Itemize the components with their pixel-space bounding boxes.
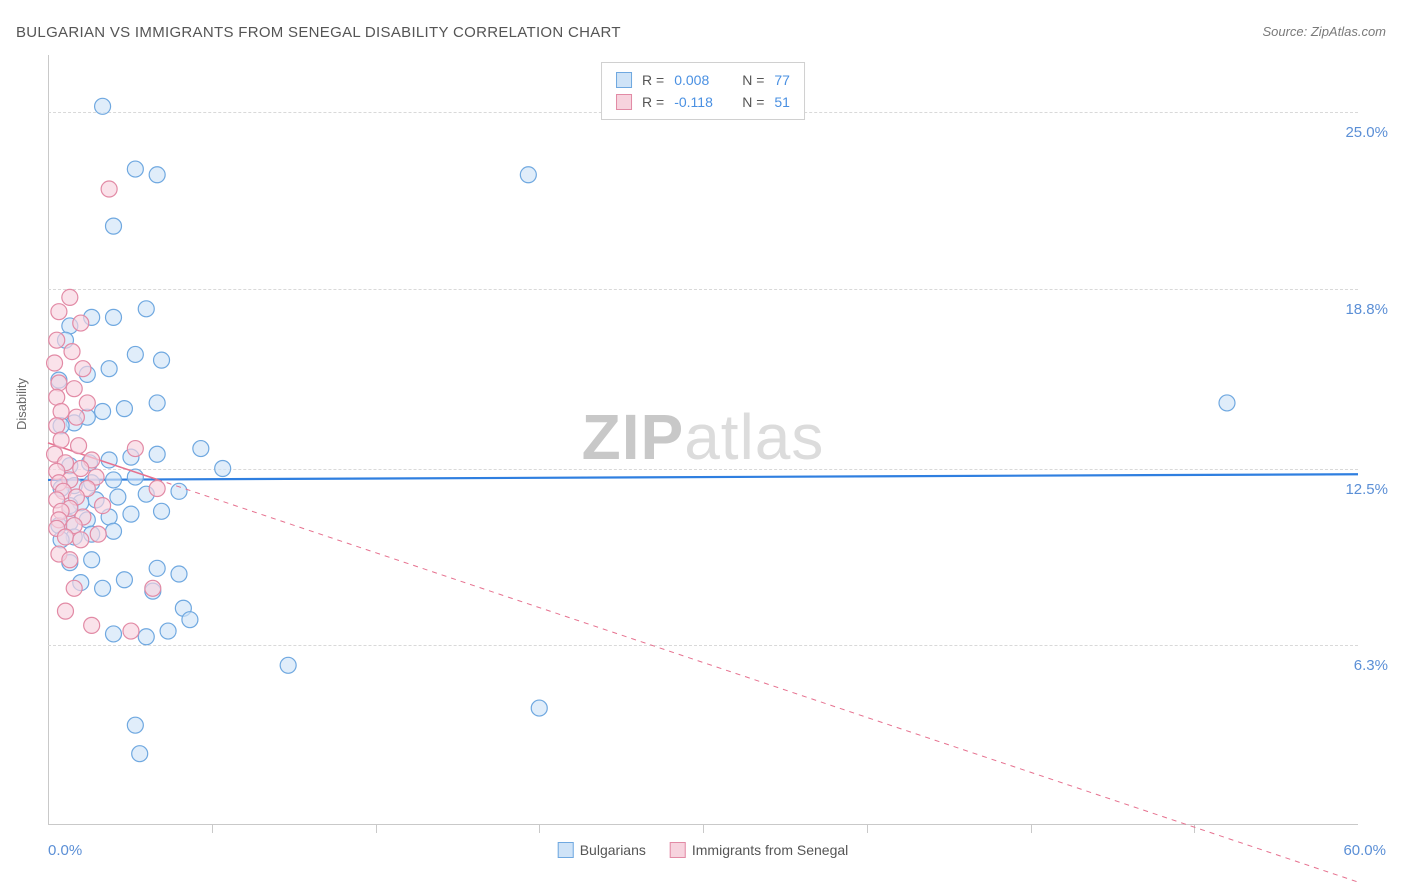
r-label: R = bbox=[642, 69, 664, 91]
scatter-point bbox=[531, 700, 547, 716]
scatter-point bbox=[123, 623, 139, 639]
scatter-point bbox=[193, 441, 209, 457]
r-value-bulgarians: 0.008 bbox=[674, 69, 724, 91]
scatter-point bbox=[49, 389, 65, 405]
scatter-point bbox=[145, 580, 161, 596]
scatter-point bbox=[49, 332, 65, 348]
correlation-legend-row: R = -0.118 N = 51 bbox=[616, 91, 790, 113]
scatter-point bbox=[138, 301, 154, 317]
scatter-point bbox=[101, 361, 117, 377]
scatter-point bbox=[520, 167, 536, 183]
legend-swatch bbox=[558, 842, 574, 858]
scatter-point bbox=[95, 403, 111, 419]
y-axis-label: Disability bbox=[14, 378, 29, 430]
scatter-point bbox=[79, 395, 95, 411]
scatter-point bbox=[73, 532, 89, 548]
scatter-point bbox=[64, 344, 80, 360]
y-tick-label: 6.3% bbox=[1354, 657, 1388, 674]
scatter-point bbox=[116, 572, 132, 588]
scatter-point bbox=[280, 657, 296, 673]
scatter-point bbox=[51, 375, 67, 391]
scatter-point bbox=[57, 603, 73, 619]
scatter-point bbox=[215, 461, 231, 477]
x-tick bbox=[212, 825, 213, 833]
n-value-senegal: 51 bbox=[774, 91, 790, 113]
scatter-point bbox=[84, 552, 100, 568]
scatter-point bbox=[127, 346, 143, 362]
scatter-point bbox=[49, 418, 65, 434]
correlation-legend: R = 0.008 N = 77 R = -0.118 N = 51 bbox=[601, 62, 805, 120]
scatter-point bbox=[106, 626, 122, 642]
n-label: N = bbox=[742, 69, 764, 91]
scatter-plot-svg bbox=[48, 55, 1358, 825]
scatter-point bbox=[123, 506, 139, 522]
scatter-point bbox=[57, 529, 73, 545]
scatter-point bbox=[106, 472, 122, 488]
scatter-point bbox=[84, 617, 100, 633]
scatter-point bbox=[101, 181, 117, 197]
scatter-point bbox=[149, 560, 165, 576]
scatter-point bbox=[127, 717, 143, 733]
scatter-point bbox=[90, 526, 106, 542]
scatter-point bbox=[68, 409, 84, 425]
x-tick bbox=[703, 825, 704, 833]
scatter-point bbox=[149, 480, 165, 496]
series-legend: Bulgarians Immigrants from Senegal bbox=[558, 842, 849, 858]
scatter-point bbox=[110, 489, 126, 505]
x-axis-start-label: 0.0% bbox=[48, 842, 82, 859]
scatter-point bbox=[95, 580, 111, 596]
scatter-point bbox=[53, 403, 69, 419]
scatter-point bbox=[62, 552, 78, 568]
x-axis-end-label: 60.0% bbox=[1343, 842, 1386, 859]
scatter-point bbox=[127, 161, 143, 177]
legend-item-bulgarians: Bulgarians bbox=[558, 842, 646, 858]
scatter-point bbox=[75, 361, 91, 377]
legend-swatch-senegal bbox=[616, 94, 632, 110]
legend-item-senegal: Immigrants from Senegal bbox=[670, 842, 848, 858]
x-tick bbox=[867, 825, 868, 833]
scatter-point bbox=[95, 98, 111, 114]
scatter-point bbox=[106, 309, 122, 325]
correlation-legend-row: R = 0.008 N = 77 bbox=[616, 69, 790, 91]
x-tick bbox=[1194, 825, 1195, 833]
x-tick bbox=[1031, 825, 1032, 833]
scatter-point bbox=[154, 503, 170, 519]
scatter-point bbox=[182, 612, 198, 628]
scatter-point bbox=[149, 395, 165, 411]
legend-swatch bbox=[670, 842, 686, 858]
source-attribution: Source: ZipAtlas.com bbox=[1262, 24, 1386, 39]
scatter-point bbox=[106, 218, 122, 234]
scatter-point bbox=[171, 566, 187, 582]
x-tick bbox=[539, 825, 540, 833]
scatter-point bbox=[51, 304, 67, 320]
r-value-senegal: -0.118 bbox=[674, 91, 724, 113]
scatter-point bbox=[149, 446, 165, 462]
scatter-point bbox=[127, 441, 143, 457]
n-value-bulgarians: 77 bbox=[774, 69, 790, 91]
legend-label: Bulgarians bbox=[580, 842, 646, 858]
chart-title: BULGARIAN VS IMMIGRANTS FROM SENEGAL DIS… bbox=[16, 24, 621, 41]
scatter-point bbox=[95, 498, 111, 514]
scatter-point bbox=[47, 355, 63, 371]
scatter-point bbox=[71, 438, 87, 454]
scatter-point bbox=[149, 167, 165, 183]
scatter-point bbox=[171, 483, 187, 499]
scatter-point bbox=[116, 401, 132, 417]
scatter-point bbox=[106, 523, 122, 539]
scatter-point bbox=[160, 623, 176, 639]
legend-label: Immigrants from Senegal bbox=[692, 842, 848, 858]
scatter-point bbox=[73, 315, 89, 331]
scatter-point bbox=[66, 381, 82, 397]
scatter-point bbox=[66, 580, 82, 596]
scatter-point bbox=[138, 629, 154, 645]
scatter-point bbox=[53, 432, 69, 448]
scatter-point bbox=[1219, 395, 1235, 411]
scatter-point bbox=[62, 289, 78, 305]
x-tick bbox=[376, 825, 377, 833]
legend-swatch-bulgarians bbox=[616, 72, 632, 88]
r-label: R = bbox=[642, 91, 664, 113]
n-label: N = bbox=[742, 91, 764, 113]
scatter-point bbox=[154, 352, 170, 368]
scatter-point bbox=[132, 746, 148, 762]
